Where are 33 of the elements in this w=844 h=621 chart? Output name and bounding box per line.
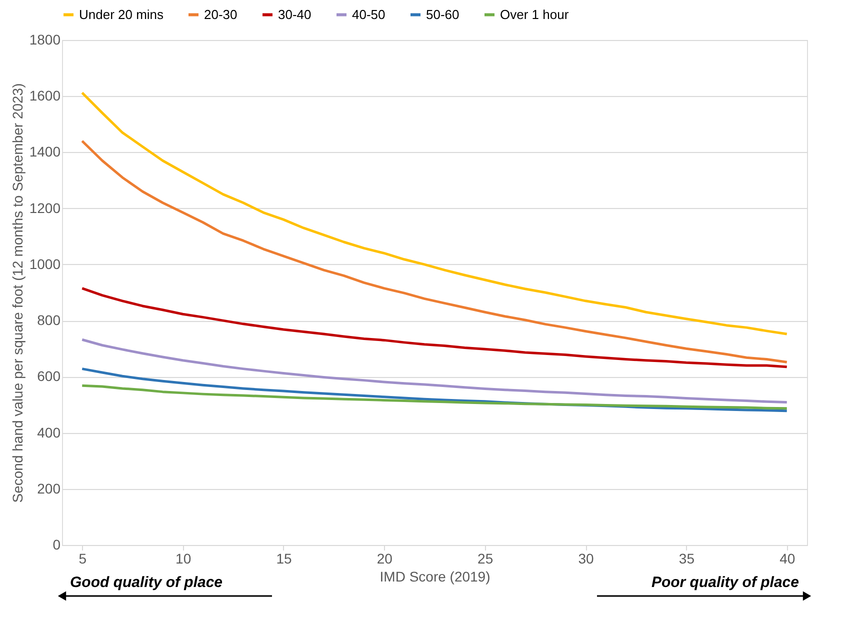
text: Poor quality of place (651, 574, 799, 591)
legend-label: 30-40 (278, 6, 312, 22)
y-axis-title: Second hand value per square foot (12 months to September 2023) (9, 83, 26, 503)
line-series (80, 91, 788, 336)
legend-label: Under 20 mins (79, 6, 164, 22)
y-tick-label: 600 (37, 368, 61, 384)
x-axis-title: IMD Score (2019) (380, 568, 490, 584)
y-tick-label: 1800 (29, 32, 61, 48)
x-tick-label: 10 (176, 550, 192, 566)
y-tick-label: 1600 (29, 88, 61, 104)
y-tick-label: 1000 (29, 256, 61, 272)
y-tick-label: 0 (52, 536, 61, 552)
x-tick-label: 40 (780, 550, 796, 566)
line-series (80, 140, 788, 364)
legend-label: 40-50 (352, 6, 386, 22)
y-tick-label: 1400 (29, 144, 61, 160)
text: Good quality of place (70, 574, 223, 591)
x-tick-label: 20 (376, 550, 393, 566)
y-tick-label: 800 (37, 312, 61, 328)
y-tick-label: 200 (37, 480, 61, 496)
line-series (80, 338, 788, 404)
legend-label: 20-30 (204, 6, 238, 22)
x-tick-label: 30 (578, 550, 594, 566)
x-tick-label: 15 (276, 550, 292, 566)
line-series (80, 384, 788, 410)
y-tick-label: 1200 (29, 200, 61, 216)
x-tick-label: 25 (478, 550, 494, 566)
x-tick-label: 35 (678, 550, 695, 566)
line-series (80, 287, 788, 368)
x-tick-label: 5 (78, 550, 87, 566)
legend-label: Over 1 hour (500, 6, 570, 22)
y-tick-label: 400 (37, 424, 61, 440)
legend-label: 50-60 (426, 6, 460, 22)
